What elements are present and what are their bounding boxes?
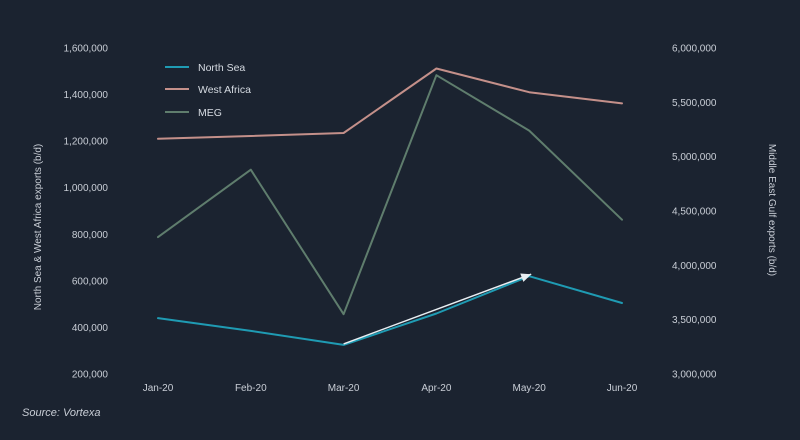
left-tick-label: 1,600,000 xyxy=(64,44,109,55)
x-tick-label: Jan-20 xyxy=(143,383,174,394)
x-tick-label: Jun-20 xyxy=(607,383,638,394)
annotation-arrow-head xyxy=(520,273,532,282)
series-line-meg xyxy=(157,74,623,316)
left-tick-label: 1,000,000 xyxy=(64,183,109,194)
left-axis-ticks: 200,000 400,000 600,000 800,000 1,000,000 1,2… xyxy=(64,44,109,381)
right-tick-label: 6,000,000 xyxy=(672,44,717,55)
left-tick-label: 1,200,000 xyxy=(64,137,109,148)
right-axis-ticks: 3,000,000 3,500,000 4,000,000 4,500,000 5,00… xyxy=(672,44,717,381)
series-line-west-africa xyxy=(157,67,623,140)
right-tick-label: 4,500,000 xyxy=(672,207,717,218)
right-tick-label: 3,000,000 xyxy=(672,370,717,381)
left-tick-label: 200,000 xyxy=(72,370,109,381)
right-tick-label: 5,000,000 xyxy=(672,152,717,163)
source-note: Source: Vortexa xyxy=(22,407,100,419)
right-tick-label: 3,500,000 xyxy=(672,315,717,326)
right-tick-label: 5,500,000 xyxy=(672,98,717,109)
series-line-north-sea xyxy=(157,275,623,346)
left-tick-label: 400,000 xyxy=(72,323,109,334)
annotation-arrow-shaft xyxy=(343,273,532,345)
x-tick-label: May-20 xyxy=(513,383,547,394)
x-tick-label: Apr-20 xyxy=(421,383,451,394)
x-tick-label: Mar-20 xyxy=(328,383,360,394)
x-axis-ticks: Jan-20 Feb-20 Mar-20 Apr-20 May-20 Jun-20 xyxy=(143,383,638,394)
left-tick-label: 800,000 xyxy=(72,230,109,241)
left-axis-title: North Sea & West Africa exports (b/d) xyxy=(33,144,44,311)
legend-label-meg: MEG xyxy=(198,107,222,119)
left-tick-label: 600,000 xyxy=(72,276,109,287)
legend-label-north-sea: North Sea xyxy=(198,62,245,74)
legend-label-west-africa: West Africa xyxy=(198,84,251,96)
series-lines xyxy=(157,67,623,346)
legend: North Sea West Africa MEG xyxy=(165,62,251,119)
annotation-arrow xyxy=(343,273,532,345)
left-tick-label: 1,400,000 xyxy=(64,90,109,101)
right-tick-label: 4,000,000 xyxy=(672,261,717,272)
right-axis-title: Middle East Gulf exports (b/d) xyxy=(766,144,777,276)
x-tick-label: Feb-20 xyxy=(235,383,267,394)
